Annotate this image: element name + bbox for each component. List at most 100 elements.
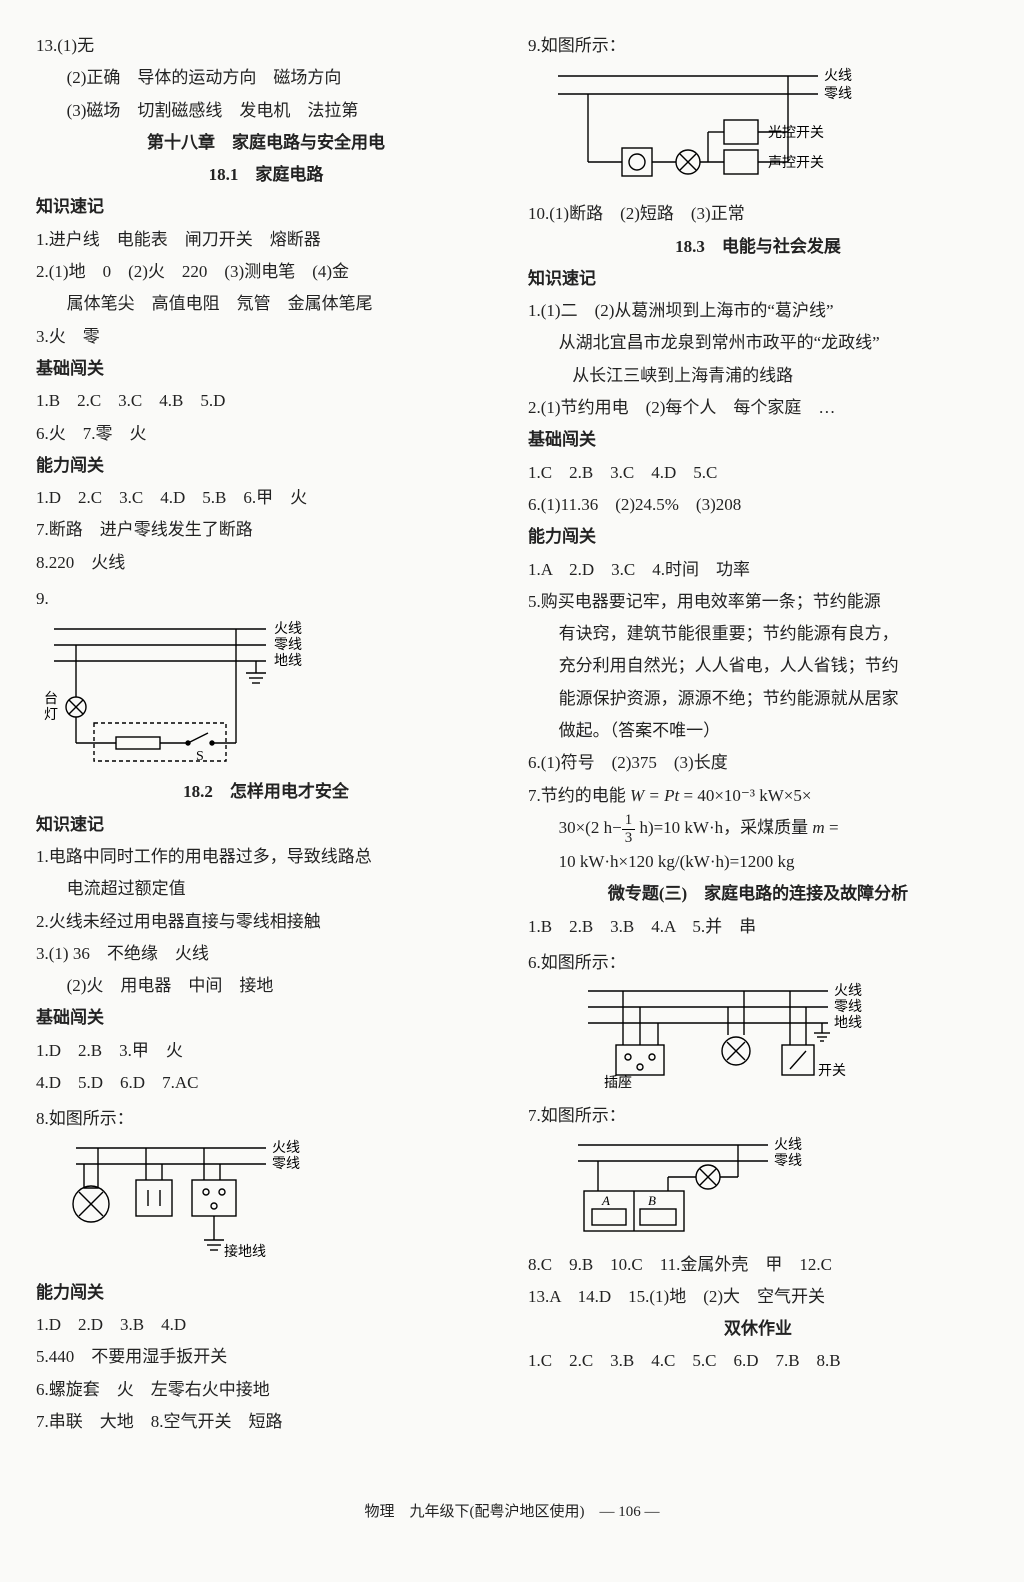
zssj1-2b: 属体笔尖 高值电阻 氖管 金属体笔尾 — [36, 288, 496, 320]
fig5-b: B — [648, 1193, 656, 1208]
heading-zssj-3: 知识速记 — [528, 263, 988, 295]
zssj3-1: 1.(1)二 (2)从葛洲坝到上海市的“葛沪线” — [528, 295, 988, 327]
zssj3-4: 2.(1)节约用电 (2)每个人 每个家庭 … — [528, 392, 988, 424]
fig1-deng: 灯 — [44, 707, 58, 723]
figure-8-left: 8.如图所示： 火线 零线 接地线 — [36, 1103, 496, 1270]
fig5-a: A — [601, 1193, 610, 1208]
zssj2-2: 2.火线未经过用电器直接与零线相接触 — [36, 906, 496, 938]
formula-post: = 40×10⁻³ kW×5× — [679, 786, 811, 805]
nlcg1-1: 1.D 2.C 3.C 4.D 5.B 6.甲 火 — [36, 482, 496, 514]
chapter-18-title: 第十八章 家庭电路与安全用电 — [36, 127, 496, 159]
section-18-1: 18.1 家庭电路 — [36, 159, 496, 191]
circuit-diagram-4: 火线 零线 地线 插座 开关 — [528, 979, 888, 1094]
jccg2-2: 4.D 5.D 6.D 7.AC — [36, 1067, 496, 1099]
fig2-di: 接地线 — [224, 1243, 266, 1260]
var-m: m — [812, 818, 824, 837]
section-18-3: 18.3 电能与社会发展 — [528, 231, 988, 263]
page-footer: 物理 九年级下(配粤沪地区使用) — 106 — — [36, 1490, 988, 1527]
nlcg3-4: 充分利用自然光；人人省电，人人省钱；节约 — [528, 650, 988, 682]
zssj2-1b: 电流超过额定值 — [36, 873, 496, 905]
fig1-ling: 零线 — [274, 637, 302, 653]
heading-jccg-2: 基础闯关 — [36, 1002, 496, 1034]
nlcg3-3: 有诀窍，建筑节能很重要；节约能源有良方， — [528, 618, 988, 650]
heading-nlcg-2: 能力闯关 — [36, 1277, 496, 1309]
nlcg2-3: 6.螺旋套 火 左零右火中接地 — [36, 1374, 496, 1406]
fig3-ling: 零线 — [824, 86, 852, 102]
heading-jccg-3: 基础闯关 — [528, 424, 988, 456]
figure-6-right: 6.如图所示： 火线 零线 地线 插座 开关 — [528, 947, 988, 1094]
r-fig6-label: 6.如图所示： — [528, 953, 626, 972]
fraction-1-3: 13 — [622, 812, 636, 846]
figure-9-left: 9. 火线 零线 地线 台 灯 S — [36, 583, 496, 770]
zssj1-2: 2.(1)地 0 (2)火 220 (3)测电笔 (4)金 — [36, 256, 496, 288]
heading-jccg-1: 基础闯关 — [36, 353, 496, 385]
fig4-cz: 插座 — [604, 1075, 632, 1091]
fig4-ling: 零线 — [834, 999, 862, 1015]
r-10: 10.(1)断路 (2)短路 (3)正常 — [528, 198, 988, 230]
nlcg2-1: 1.D 2.D 3.B 4.D — [36, 1309, 496, 1341]
figure-9-right: 9.如图所示： 火线 零线 光控开关 声控开关 — [528, 30, 988, 192]
fig1-s: S — [196, 749, 204, 764]
fig1-huo: 火线 — [274, 621, 302, 637]
jccg3-1: 1.C 2.B 3.C 4.D 5.C — [528, 457, 988, 489]
nlcg3-7: 6.(1)符号 (2)375 (3)长度 — [528, 747, 988, 779]
section-18-2: 18.2 怎样用电才安全 — [36, 776, 496, 808]
fig4-huo: 火线 — [834, 983, 862, 999]
zssj3-2: 从湖北宜昌市龙泉到常州市政平的“龙政线” — [528, 327, 988, 359]
nlcg1-3: 8.220 火线 — [36, 547, 496, 579]
fig1-di: 地线 — [274, 653, 302, 669]
zssj2-3b: (2)火 用电器 中间 接地 — [36, 970, 496, 1002]
zssj2-3a: 3.(1) 36 不绝缘 火线 — [36, 938, 496, 970]
nlcg2-4: 7.串联 大地 8.空气开关 短路 — [36, 1406, 496, 1438]
figure-7-right: 7.如图所示： 火线 零线 A B — [528, 1100, 988, 1242]
fig1-tai: 台 — [44, 691, 58, 707]
zssj1-1: 1.进户线 电能表 闸刀开关 熔断器 — [36, 224, 496, 256]
nlcg3-1: 1.A 2.D 3.C 4.时间 功率 — [528, 554, 988, 586]
jccg1-1: 1.B 2.C 3.C 4.B 5.D — [36, 385, 496, 417]
micro-topic-3: 微专题(三) 家庭电路的连接及故障分析 — [528, 878, 988, 910]
formula-pre: 7.节约的电能 — [528, 786, 630, 805]
heading-zssj-1: 知识速记 — [36, 191, 496, 223]
zssj2-1: 1.电路中同时工作的用电器过多，导致线路总 — [36, 841, 496, 873]
circuit-diagram-1: 火线 零线 地线 台 灯 S — [36, 615, 336, 770]
formula-2b: h)=10 kW·h，采煤质量 — [635, 818, 812, 837]
nlcg1-2: 7.断路 进户零线发生了断路 — [36, 514, 496, 546]
r-fig9-label: 9.如图所示： — [528, 36, 626, 55]
circuit-diagram-2: 火线 零线 接地线 — [36, 1136, 336, 1271]
circuit-diagram-5: 火线 零线 A B — [528, 1133, 848, 1243]
heading-zssj-2: 知识速记 — [36, 809, 496, 841]
nlcg3-6: 做起。（答案不唯一） — [528, 715, 988, 747]
circuit-diagram-3: 火线 零线 光控开关 声控开关 — [528, 62, 888, 192]
q13-2: (2)正确 导体的运动方向 磁场方向 — [36, 62, 496, 94]
q13-3: (3)磁场 切割磁感线 发电机 法拉第 — [36, 95, 496, 127]
page-columns: 13.(1)无 (2)正确 导体的运动方向 磁场方向 (3)磁场 切割磁感线 发… — [36, 30, 988, 1490]
sx-1: 1.C 2.C 3.B 4.C 5.C 6.D 7.B 8.B — [528, 1345, 988, 1377]
heading-nlcg-3: 能力闯关 — [528, 521, 988, 553]
nlcg3-9: 30×(2 h−13 h)=10 kW·h，采煤质量 m = — [528, 812, 988, 846]
wzt-1: 1.B 2.B 3.B 4.A 5.并 串 — [528, 911, 988, 943]
fig3-gk: 光控开关 — [768, 125, 824, 141]
fig5-huo: 火线 — [774, 1137, 802, 1153]
zssj1-3: 3.火 零 — [36, 321, 496, 353]
fig3-huo: 火线 — [824, 68, 852, 84]
jccg2-1: 1.D 2.B 3.甲 火 — [36, 1035, 496, 1067]
nlcg3-10: 10 kW·h×120 kg/(kW·h)=1200 kg — [528, 846, 988, 878]
nlcg3-2: 5.购买电器要记牢，用电效率第一条；节约能源 — [528, 586, 988, 618]
fig3-sk: 声控开关 — [768, 155, 824, 171]
nlcg3-8: 7.节约的电能 W = Pt = 40×10⁻³ kW×5× — [528, 780, 988, 812]
fig9-label: 9. — [36, 589, 49, 608]
wzt-3: 13.A 14.D 15.(1)地 (2)大 空气开关 — [528, 1281, 988, 1313]
fig5-ling: 零线 — [774, 1153, 802, 1169]
jccg1-2: 6.火 7.零 火 — [36, 418, 496, 450]
fig2-huo: 火线 — [272, 1140, 300, 1156]
formula-2a: 30×(2 h− — [559, 818, 622, 837]
heading-nlcg-1: 能力闯关 — [36, 450, 496, 482]
r-fig7-label: 7.如图所示： — [528, 1106, 626, 1125]
wzt-2: 8.C 9.B 10.C 11.金属外壳 甲 12.C — [528, 1249, 988, 1281]
q13-1: 13.(1)无 — [36, 30, 496, 62]
nlcg2-2: 5.440 不要用湿手扳开关 — [36, 1341, 496, 1373]
formula-wpt: W = Pt — [630, 786, 679, 805]
fig2-ling: 零线 — [272, 1156, 300, 1172]
jccg3-2: 6.(1)11.36 (2)24.5% (3)208 — [528, 489, 988, 521]
shuangxiu: 双休作业 — [528, 1313, 988, 1345]
